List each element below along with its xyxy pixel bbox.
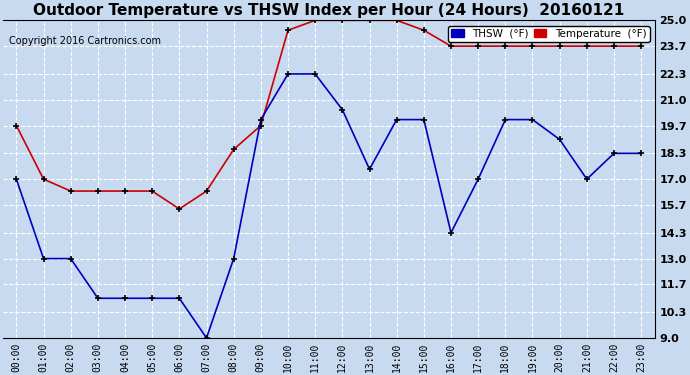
Text: Copyright 2016 Cartronics.com: Copyright 2016 Cartronics.com (9, 36, 161, 46)
Legend: THSW  (°F), Temperature  (°F): THSW (°F), Temperature (°F) (448, 26, 649, 42)
Title: Outdoor Temperature vs THSW Index per Hour (24 Hours)  20160121: Outdoor Temperature vs THSW Index per Ho… (33, 3, 624, 18)
